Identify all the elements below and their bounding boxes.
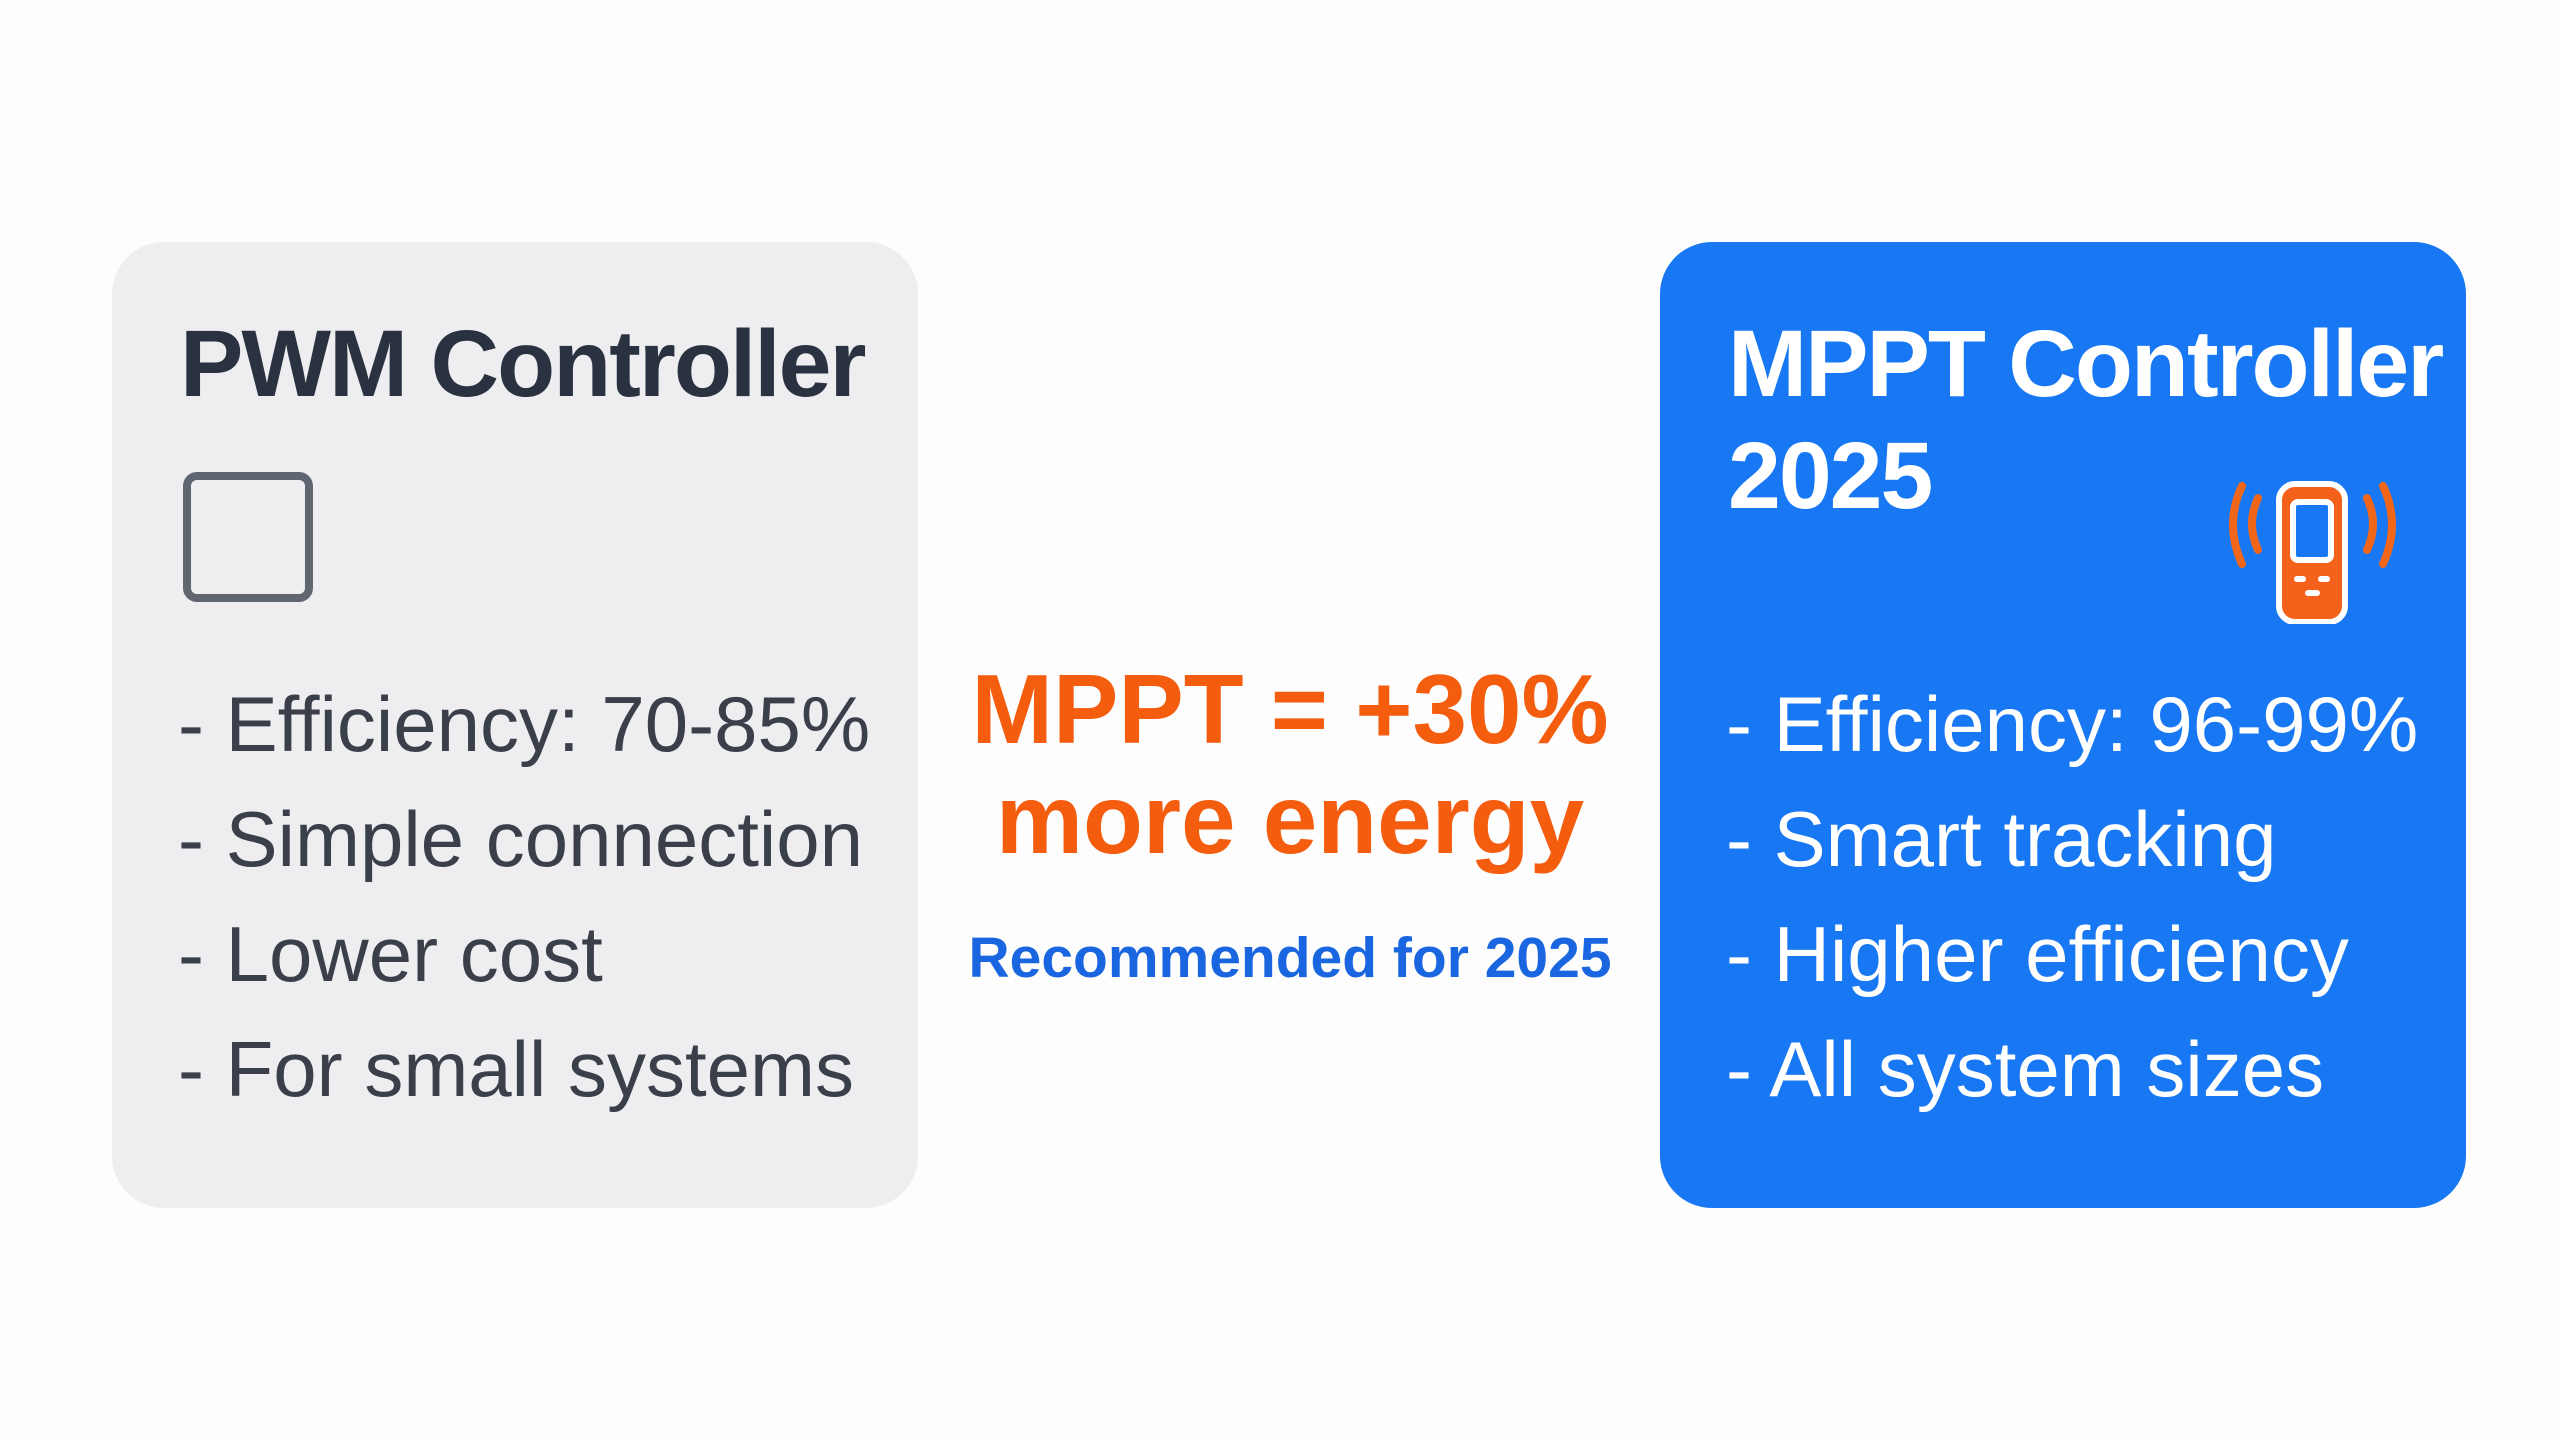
list-item: - Smart tracking bbox=[1726, 795, 2277, 883]
smartphone-signal-icon bbox=[2229, 481, 2396, 624]
list-item: - Lower cost bbox=[178, 910, 603, 998]
pwm-feature-list: - Efficiency: 70-85% - Simple connection… bbox=[178, 667, 870, 1127]
mppt-controller-card: MPPT Controller 2025 - Efficiency: 96-99… bbox=[1660, 242, 2466, 1208]
list-item: - Efficiency: 96-99% bbox=[1726, 680, 2419, 768]
list-item: - Higher efficiency bbox=[1726, 910, 2349, 998]
recommendation-text: Recommended for 2025 bbox=[968, 926, 1612, 990]
list-item: - All system sizes bbox=[1726, 1025, 2325, 1113]
list-item: - For small systems bbox=[178, 1025, 855, 1113]
headline-line-2: more energy bbox=[995, 764, 1585, 874]
list-item: - Simple connection bbox=[178, 795, 864, 883]
mppt-feature-list: - Efficiency: 96-99% - Smart tracking - … bbox=[1726, 667, 2418, 1127]
pwm-controller-card: PWM Controller - Efficiency: 70-85% - Si… bbox=[112, 242, 918, 1208]
mppt-title-line-2: 2025 bbox=[1728, 423, 1933, 529]
headline: MPPT = +30% more energy bbox=[890, 654, 1690, 874]
headline-line-1: MPPT = +30% bbox=[971, 654, 1609, 764]
mppt-title: MPPT Controller 2025 bbox=[1728, 308, 2444, 532]
list-item: - Efficiency: 70-85% bbox=[178, 680, 871, 768]
pwm-title: PWM Controller bbox=[180, 311, 866, 417]
mppt-title-line-1: MPPT Controller bbox=[1728, 311, 2444, 417]
empty-square-icon bbox=[183, 472, 313, 602]
